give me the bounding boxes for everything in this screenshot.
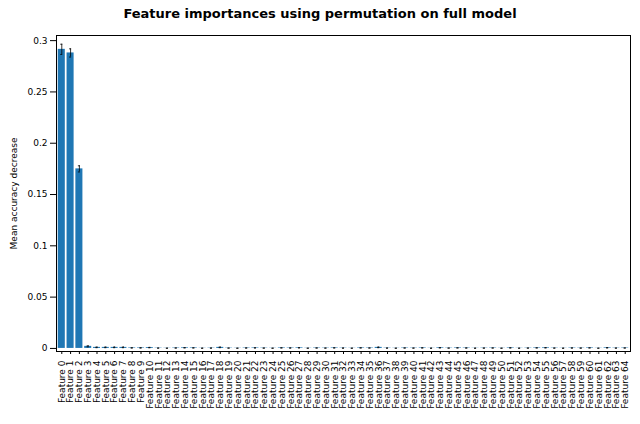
svg-text:Feature 1: Feature 1 — [65, 360, 76, 404]
svg-text:Feature 28: Feature 28 — [303, 360, 314, 409]
svg-text:Mean accuracy decrease: Mean accuracy decrease — [9, 137, 19, 249]
svg-text:Feature 29: Feature 29 — [312, 360, 322, 409]
svg-text:Feature 53: Feature 53 — [523, 360, 534, 409]
svg-text:Feature 62: Feature 62 — [602, 360, 613, 409]
svg-text:0.25: 0.25 — [27, 87, 47, 97]
svg-text:Feature 34: Feature 34 — [356, 360, 366, 409]
svg-text:Feature 51: Feature 51 — [505, 360, 516, 409]
svg-text:Feature 30: Feature 30 — [320, 360, 331, 409]
svg-text:Feature 44: Feature 44 — [444, 360, 454, 409]
svg-text:Feature 49: Feature 49 — [488, 360, 498, 409]
svg-text:0.1: 0.1 — [33, 241, 47, 251]
svg-text:Feature 42: Feature 42 — [426, 360, 437, 409]
svg-text:Feature 15: Feature 15 — [188, 360, 199, 409]
svg-text:Feature 60: Feature 60 — [584, 360, 595, 409]
svg-text:Feature 18: Feature 18 — [215, 360, 226, 409]
svg-text:Feature 41: Feature 41 — [417, 360, 428, 409]
svg-text:Feature 22: Feature 22 — [250, 360, 261, 409]
svg-text:Feature 17: Feature 17 — [206, 360, 217, 409]
svg-text:Feature 12: Feature 12 — [162, 360, 173, 409]
svg-text:Feature 23: Feature 23 — [259, 360, 270, 409]
svg-text:Feature 27: Feature 27 — [294, 360, 305, 409]
svg-text:Feature 25: Feature 25 — [276, 360, 287, 409]
svg-text:Feature 14: Feature 14 — [179, 360, 190, 409]
svg-text:Feature 20: Feature 20 — [232, 360, 243, 409]
svg-text:Feature 38: Feature 38 — [391, 360, 402, 409]
svg-text:Feature 63: Feature 63 — [611, 360, 622, 409]
svg-text:0: 0 — [42, 343, 48, 353]
svg-text:Feature 48: Feature 48 — [479, 360, 490, 409]
svg-text:Feature 16: Feature 16 — [197, 360, 208, 409]
svg-text:Feature 40: Feature 40 — [408, 360, 419, 409]
svg-text:0.15: 0.15 — [27, 189, 47, 199]
svg-text:Feature 21: Feature 21 — [241, 360, 252, 409]
svg-text:0.05: 0.05 — [27, 292, 47, 302]
svg-text:Feature 24: Feature 24 — [268, 360, 278, 409]
svg-text:Feature 9: Feature 9 — [135, 360, 146, 404]
svg-text:Feature 61: Feature 61 — [593, 360, 604, 409]
svg-text:Feature 35: Feature 35 — [364, 360, 375, 409]
svg-text:Feature 8: Feature 8 — [127, 360, 138, 404]
svg-text:Feature 58: Feature 58 — [567, 360, 578, 409]
svg-text:Feature 54: Feature 54 — [532, 360, 543, 409]
svg-text:Feature 57: Feature 57 — [558, 360, 569, 409]
svg-text:Feature 43: Feature 43 — [435, 360, 446, 409]
svg-text:Feature 5: Feature 5 — [100, 360, 111, 404]
svg-text:Feature 13: Feature 13 — [171, 360, 182, 409]
svg-text:Feature 39: Feature 39 — [400, 360, 410, 409]
svg-text:Feature 6: Feature 6 — [109, 360, 120, 404]
svg-text:Feature 19: Feature 19 — [223, 360, 234, 409]
svg-text:Feature 0: Feature 0 — [56, 360, 67, 404]
svg-text:Feature 52: Feature 52 — [514, 360, 525, 409]
html-text:Feature importances using perm: Feature importances using permutation on… — [123, 6, 517, 21]
svg-text:Feature 33: Feature 33 — [347, 360, 358, 409]
svg-text:Feature 59: Feature 59 — [576, 360, 587, 409]
svg-text:Feature 45: Feature 45 — [452, 360, 463, 409]
svg-text:Feature 46: Feature 46 — [461, 360, 472, 409]
svg-text:Feature 3: Feature 3 — [83, 360, 94, 404]
svg-text:Feature 64: Feature 64 — [620, 360, 630, 409]
svg-text:Feature 47: Feature 47 — [470, 360, 481, 409]
svg-text:Feature 11: Feature 11 — [153, 360, 164, 409]
svg-text:Feature 50: Feature 50 — [496, 360, 507, 409]
svg-text:Feature 56: Feature 56 — [549, 360, 560, 409]
svg-text:Feature 31: Feature 31 — [329, 360, 340, 409]
svg-text:0.2: 0.2 — [33, 138, 47, 148]
svg-text:Feature 10: Feature 10 — [144, 360, 155, 409]
svg-text:Feature 4: Feature 4 — [91, 360, 102, 404]
svg-text:Feature 26: Feature 26 — [285, 360, 296, 409]
svg-text:Feature 36: Feature 36 — [373, 360, 384, 409]
svg-text:Feature 32: Feature 32 — [338, 360, 349, 409]
svg-text:0.3: 0.3 — [33, 36, 47, 46]
svg-text:Feature 37: Feature 37 — [382, 360, 393, 409]
svg-text:Feature 55: Feature 55 — [540, 360, 551, 409]
svg-text:Feature 7: Feature 7 — [118, 360, 129, 404]
svg-text:Feature 2: Feature 2 — [74, 360, 85, 404]
